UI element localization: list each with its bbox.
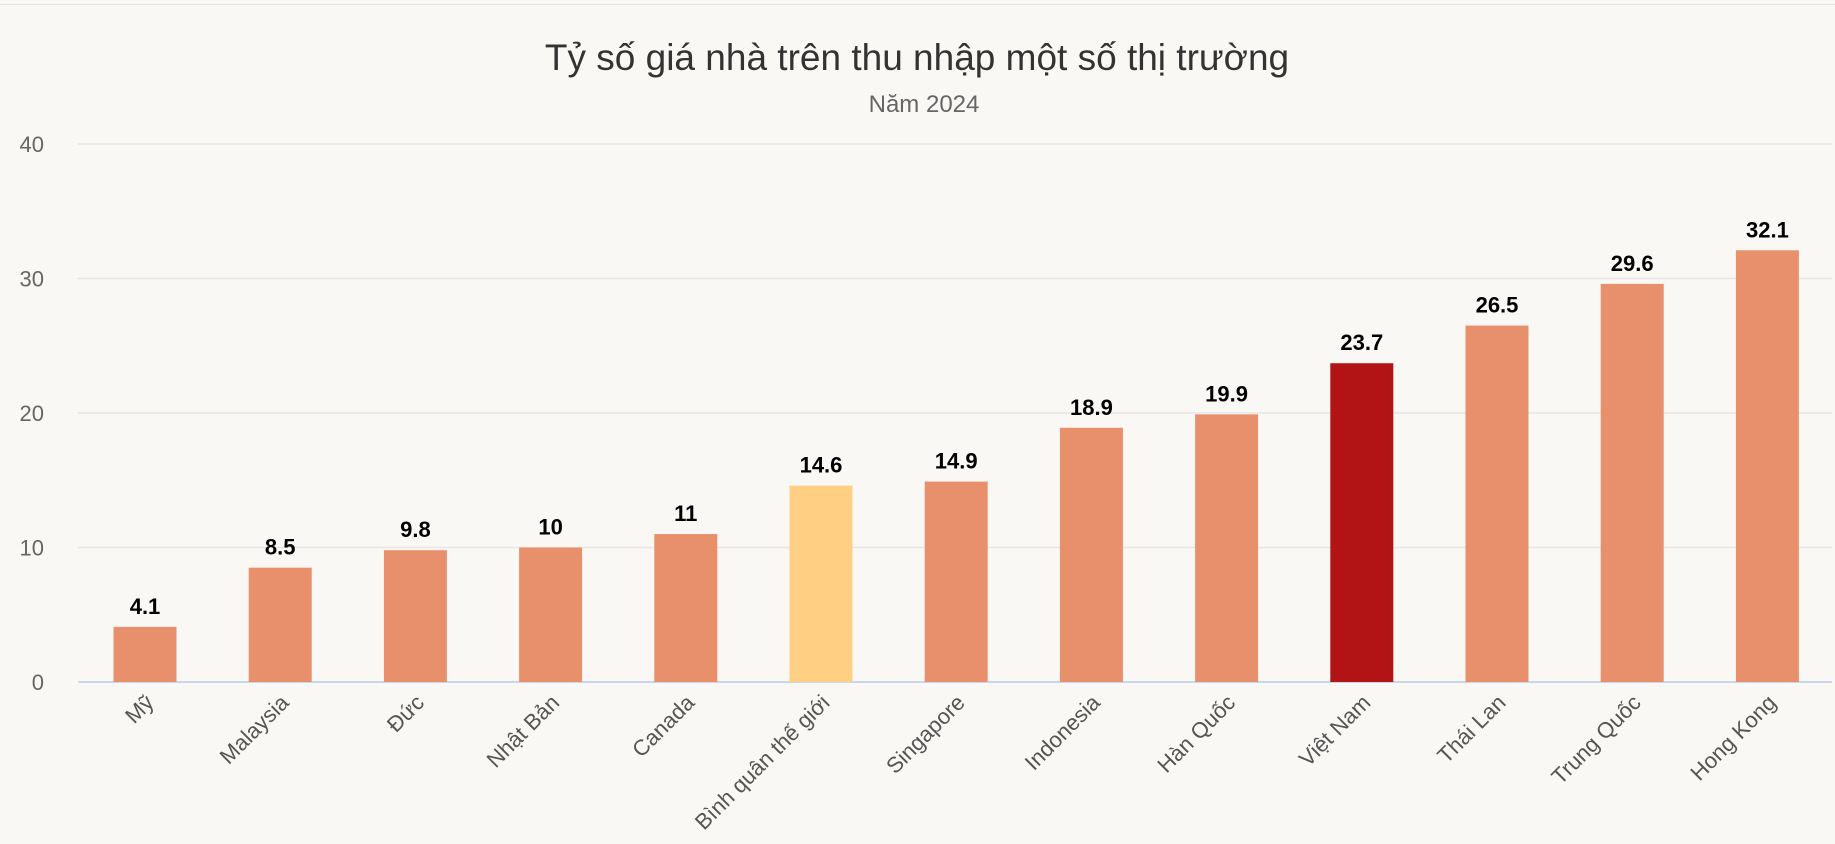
data-label: 14.9 [935,449,978,474]
x-tick-label: Trung Quốc [1546,690,1645,789]
y-tick-label: 40 [20,132,44,157]
x-tick-label: Canada [627,689,700,762]
y-axis: 0 10 20 30 40 [20,132,44,695]
x-tick-label: Indonesia [1020,689,1106,775]
chart-subtitle: Năm 2024 [869,91,980,118]
data-label: 18.9 [1070,395,1113,420]
data-label: 23.7 [1340,330,1383,355]
bar[interactable] [789,485,853,682]
chart-title: Tỷ số giá nhà trên thu nhập một số thị t… [545,37,1289,78]
y-tick-label: 0 [32,670,44,695]
bar[interactable] [519,547,583,683]
data-label: 10 [538,515,562,540]
data-label: 29.6 [1611,251,1654,276]
data-label: 8.5 [265,535,296,560]
data-label: 11 [674,501,697,526]
bar[interactable] [654,534,718,682]
y-tick-label: 20 [20,401,44,426]
bar[interactable] [1465,325,1529,682]
top-divider [0,4,1835,5]
x-tick-label: Hong Kong [1685,690,1781,786]
data-label: 26.5 [1476,293,1519,318]
y-tick-label: 30 [20,267,44,292]
x-tick-label: Hàn Quốc [1152,690,1240,778]
bars [113,250,1799,683]
data-label: 9.8 [400,517,431,542]
data-labels: 4.1 8.5 9.8 10 11 14.6 14.9 18.9 19.9 23.7 26.5 29.… [130,217,1789,619]
bar[interactable] [1059,427,1123,682]
bar[interactable] [1600,283,1664,682]
x-tick-label: Mỹ [120,690,158,728]
x-tick-label: Bình quân thế giới [690,690,835,835]
x-tick-label: Đức [382,690,429,737]
x-tick-label: Việt Nam [1294,690,1375,771]
x-tick-label: Nhật Bản [482,690,565,773]
bar[interactable] [1195,414,1259,682]
x-tick-label: Malaysia [215,689,295,769]
bar[interactable] [1330,363,1394,682]
x-tick-label: Singapore [881,690,970,779]
data-label: 32.1 [1746,217,1789,242]
data-label: 19.9 [1205,381,1248,406]
x-tick-label: Thái Lan [1432,690,1510,768]
bar[interactable] [383,550,447,682]
bar[interactable] [248,567,312,682]
bar[interactable] [113,626,177,682]
bar[interactable] [924,481,988,682]
data-label: 4.1 [130,594,161,619]
data-label: 14.6 [800,453,843,478]
y-tick-label: 10 [20,536,44,561]
bar[interactable] [1735,250,1799,682]
